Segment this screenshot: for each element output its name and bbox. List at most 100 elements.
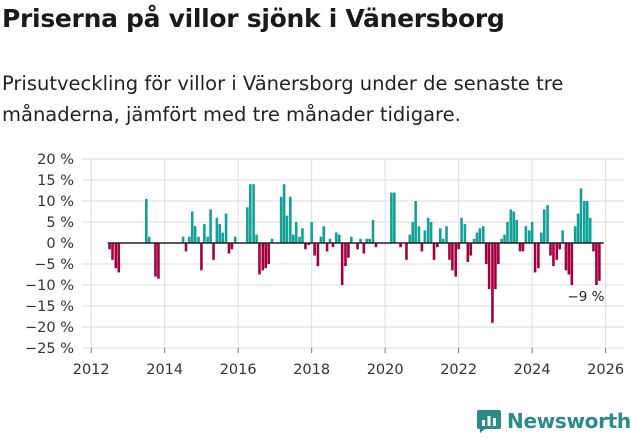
newsworthy-logo-icon bbox=[477, 410, 501, 433]
bar-positive bbox=[187, 236, 191, 243]
bar-negative bbox=[344, 243, 347, 267]
bar-negative bbox=[184, 243, 188, 252]
bar-positive bbox=[270, 238, 274, 243]
bar-positive bbox=[190, 211, 194, 243]
bar-positive bbox=[503, 234, 506, 243]
bar-positive bbox=[233, 236, 237, 243]
bar-negative bbox=[212, 243, 215, 260]
bar-positive bbox=[460, 217, 463, 243]
x-tick-label: 2024 bbox=[514, 362, 551, 378]
bar-negative bbox=[484, 243, 488, 264]
bar-positive bbox=[310, 222, 313, 243]
bar-negative bbox=[567, 243, 571, 275]
y-tick-label: 0 % bbox=[46, 236, 74, 252]
bar-positive bbox=[181, 236, 185, 243]
bar-positive bbox=[371, 219, 375, 243]
bar-positive bbox=[414, 201, 417, 243]
bar-positive bbox=[328, 238, 332, 243]
newsworthy-logo-text: Newsworthy bbox=[507, 409, 631, 433]
y-tick-label: 10 % bbox=[37, 194, 74, 210]
bar-negative bbox=[451, 243, 454, 271]
bar-positive bbox=[426, 217, 430, 243]
x-tick-label: 2022 bbox=[440, 362, 477, 378]
bar-negative bbox=[313, 243, 316, 256]
bar-positive bbox=[193, 226, 197, 243]
bar-positive bbox=[215, 217, 219, 243]
bar-positive bbox=[197, 236, 200, 243]
x-tick-label: 2026 bbox=[587, 362, 624, 378]
bar-negative bbox=[521, 243, 525, 252]
bar-negative bbox=[518, 243, 522, 252]
x-tick-label: 2016 bbox=[220, 362, 257, 378]
chart-subtitle: Prisutveckling för villor i Vänersborg u… bbox=[2, 72, 564, 126]
y-axis: 20 % 15 % 10 % 5 % 0 % −5 % −10 % −15 % −20 % −25… bbox=[25, 152, 74, 357]
bar-negative bbox=[487, 243, 491, 290]
bar-negative bbox=[340, 243, 344, 285]
y-tick-label: 15 % bbox=[37, 173, 74, 189]
bar-negative bbox=[537, 243, 540, 269]
bar-negative bbox=[552, 243, 555, 267]
bar-negative bbox=[200, 243, 203, 271]
bar-positive bbox=[279, 196, 283, 243]
bar-positive bbox=[365, 238, 369, 243]
bar-negative bbox=[549, 243, 552, 256]
bar-positive bbox=[561, 230, 564, 243]
bar-positive bbox=[463, 224, 467, 243]
bar-negative bbox=[304, 243, 307, 250]
bar-positive bbox=[445, 226, 448, 243]
annotation: −9 % bbox=[567, 289, 604, 305]
bar-positive bbox=[542, 209, 546, 243]
bar-positive bbox=[252, 184, 255, 243]
bar-positive bbox=[500, 238, 503, 243]
bar-negative bbox=[258, 243, 261, 275]
bar-negative bbox=[114, 243, 118, 269]
bar-negative bbox=[432, 243, 436, 260]
bar-negative bbox=[457, 243, 460, 250]
bar-positive bbox=[298, 236, 301, 243]
newsworthy-logo: Newsworthy bbox=[476, 408, 631, 434]
bar-negative bbox=[598, 243, 601, 281]
bar-positive bbox=[248, 184, 252, 243]
bar-positive bbox=[282, 184, 286, 243]
bar-positive bbox=[203, 224, 206, 243]
grid bbox=[82, 158, 624, 349]
bar-positive bbox=[417, 226, 421, 243]
bar-positive bbox=[438, 228, 442, 243]
bar-positive bbox=[319, 236, 323, 243]
y-tick-label: −15 % bbox=[25, 299, 74, 315]
bar-positive bbox=[546, 205, 549, 243]
bar-positive bbox=[411, 222, 415, 243]
y-tick-label: 20 % bbox=[37, 152, 74, 168]
bar-negative bbox=[555, 243, 559, 260]
bar-positive bbox=[579, 188, 583, 243]
y-tick-label: 5 % bbox=[46, 215, 74, 231]
bar-positive bbox=[481, 226, 485, 243]
bar-positive bbox=[291, 234, 295, 243]
bar-positive bbox=[530, 222, 534, 243]
bar-positive bbox=[350, 236, 353, 243]
bar-positive bbox=[472, 238, 476, 243]
bar-negative bbox=[466, 243, 470, 262]
bar-negative bbox=[108, 243, 111, 250]
bar-negative bbox=[117, 243, 121, 273]
bar-positive bbox=[573, 226, 577, 243]
bar-positive bbox=[576, 213, 580, 243]
x-tick-label: 2012 bbox=[73, 362, 110, 378]
bar-negative bbox=[420, 243, 424, 252]
bar-series bbox=[108, 184, 601, 323]
bar-positive bbox=[527, 230, 531, 243]
bar-negative bbox=[261, 243, 265, 271]
bar-negative bbox=[454, 243, 458, 277]
bar-negative bbox=[494, 243, 497, 290]
bar-positive bbox=[506, 222, 509, 243]
bar-positive bbox=[246, 207, 249, 243]
x-tick-label: 2014 bbox=[146, 362, 183, 378]
bar-positive bbox=[390, 192, 393, 243]
bar-positive bbox=[322, 226, 326, 243]
y-tick-label: −25 % bbox=[25, 341, 74, 357]
bar-positive bbox=[478, 228, 482, 243]
bar-positive bbox=[209, 209, 212, 243]
bar-positive bbox=[255, 234, 258, 243]
bar-negative bbox=[230, 243, 234, 250]
bar-positive bbox=[540, 232, 543, 243]
